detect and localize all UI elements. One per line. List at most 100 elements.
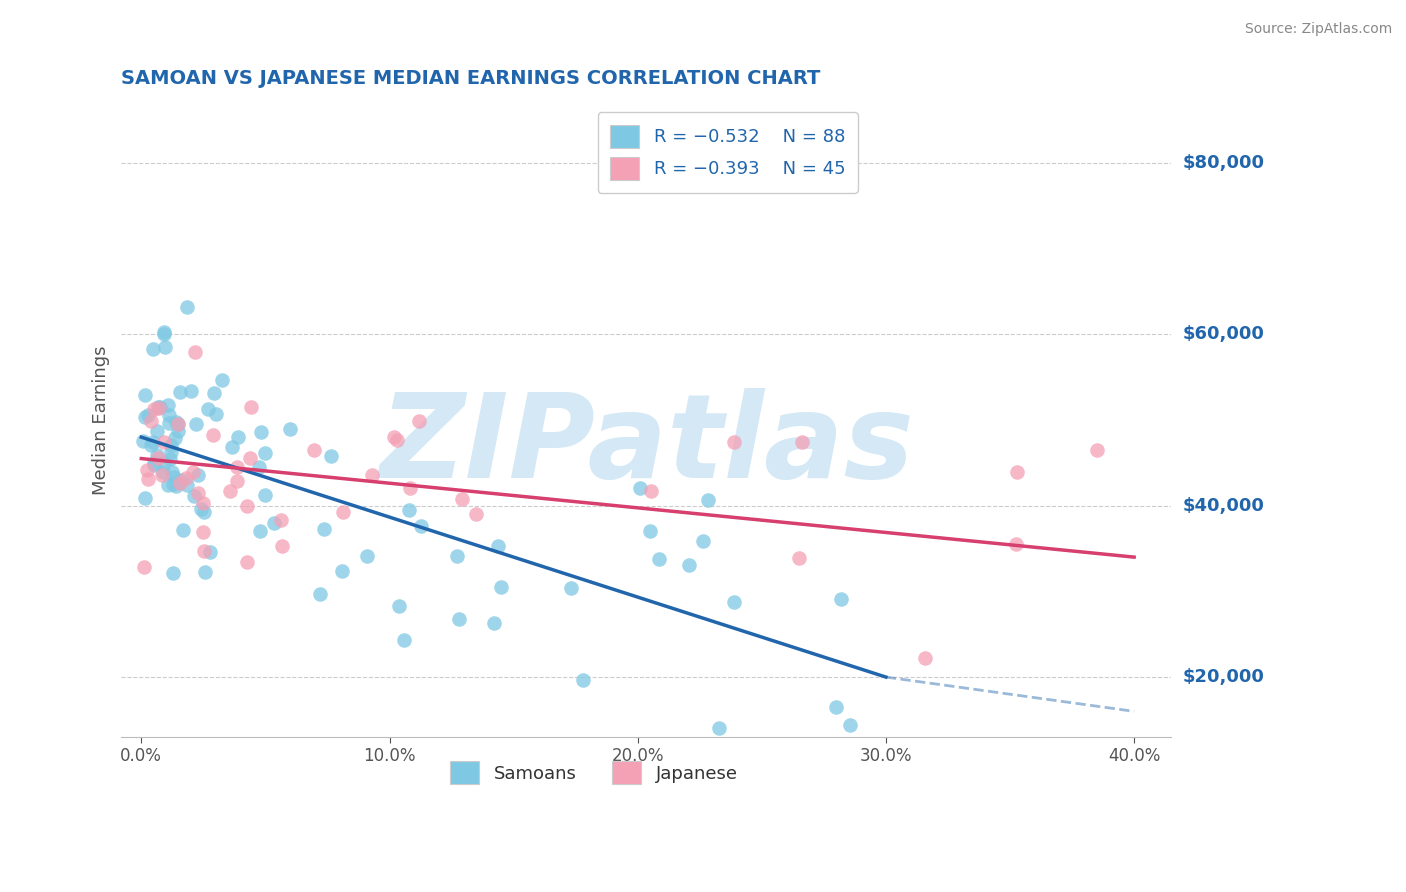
- Point: [141, 438, 163, 452]
- Point: [143, 456, 166, 470]
- Point: [825, 700, 848, 714]
- Point: [187, 485, 209, 500]
- Point: [176, 300, 198, 314]
- Point: [1005, 465, 1028, 479]
- Point: [176, 478, 198, 492]
- Point: [162, 566, 184, 580]
- Point: [153, 325, 176, 339]
- Point: [146, 424, 169, 438]
- Point: [201, 428, 224, 442]
- Point: [186, 417, 208, 431]
- Point: [787, 550, 810, 565]
- Point: [153, 327, 176, 342]
- Point: [132, 560, 155, 574]
- Point: [134, 388, 156, 402]
- Point: [160, 444, 183, 458]
- Point: [225, 474, 247, 488]
- Point: [482, 615, 505, 630]
- Point: [165, 479, 187, 493]
- Point: [723, 435, 745, 450]
- Point: [247, 459, 270, 474]
- Point: [138, 409, 160, 423]
- Point: [447, 612, 470, 626]
- Point: [408, 414, 430, 428]
- Point: [211, 373, 233, 387]
- Point: [198, 545, 221, 559]
- Point: [249, 425, 271, 439]
- Point: [253, 488, 276, 502]
- Point: [157, 408, 180, 422]
- Point: [159, 451, 181, 466]
- Point: [205, 407, 228, 421]
- Point: [191, 524, 214, 539]
- Point: [253, 446, 276, 460]
- Point: [153, 434, 176, 449]
- Point: [184, 345, 207, 359]
- Point: [451, 491, 474, 506]
- Point: [692, 533, 714, 548]
- Point: [398, 482, 420, 496]
- Point: [830, 592, 852, 607]
- Point: [167, 424, 190, 438]
- Text: $80,000: $80,000: [1182, 154, 1264, 172]
- Point: [146, 401, 169, 415]
- Point: [142, 434, 165, 449]
- Point: [193, 544, 215, 558]
- Point: [225, 459, 247, 474]
- Point: [174, 470, 197, 484]
- Point: [166, 417, 188, 431]
- Point: [1085, 442, 1108, 457]
- Point: [156, 398, 179, 412]
- Legend: Samoans, Japanese: Samoans, Japanese: [443, 754, 745, 791]
- Point: [152, 465, 174, 479]
- Point: [153, 339, 176, 353]
- Point: [394, 632, 416, 647]
- Y-axis label: Median Earnings: Median Earnings: [93, 345, 110, 495]
- Point: [270, 539, 292, 553]
- Point: [309, 586, 332, 600]
- Point: [152, 467, 174, 482]
- Point: [249, 524, 271, 538]
- Point: [697, 493, 720, 508]
- Point: [239, 400, 262, 414]
- Point: [197, 401, 219, 416]
- Point: [202, 385, 225, 400]
- Point: [181, 465, 204, 479]
- Point: [361, 468, 384, 483]
- Point: [162, 470, 184, 484]
- Point: [136, 463, 159, 477]
- Point: [131, 434, 153, 449]
- Point: [723, 595, 745, 609]
- Text: Source: ZipAtlas.com: Source: ZipAtlas.com: [1244, 22, 1392, 37]
- Point: [180, 384, 202, 399]
- Point: [263, 516, 285, 531]
- Point: [572, 673, 595, 687]
- Point: [388, 599, 411, 614]
- Point: [356, 549, 378, 563]
- Point: [169, 475, 191, 490]
- Point: [628, 481, 651, 495]
- Text: $20,000: $20,000: [1182, 668, 1264, 686]
- Text: $40,000: $40,000: [1182, 497, 1264, 515]
- Point: [190, 502, 212, 516]
- Point: [143, 458, 166, 472]
- Point: [193, 505, 215, 519]
- Point: [160, 465, 183, 479]
- Point: [173, 523, 195, 537]
- Point: [156, 478, 179, 492]
- Point: [157, 416, 180, 430]
- Point: [139, 415, 162, 429]
- Point: [1005, 537, 1028, 551]
- Point: [312, 522, 335, 536]
- Point: [914, 651, 936, 665]
- Point: [167, 417, 190, 431]
- Point: [332, 564, 354, 578]
- Point: [465, 507, 488, 521]
- Point: [143, 402, 166, 417]
- Point: [489, 580, 512, 594]
- Point: [640, 483, 662, 498]
- Text: $60,000: $60,000: [1182, 326, 1264, 343]
- Point: [446, 549, 468, 564]
- Point: [142, 342, 165, 356]
- Point: [707, 722, 730, 736]
